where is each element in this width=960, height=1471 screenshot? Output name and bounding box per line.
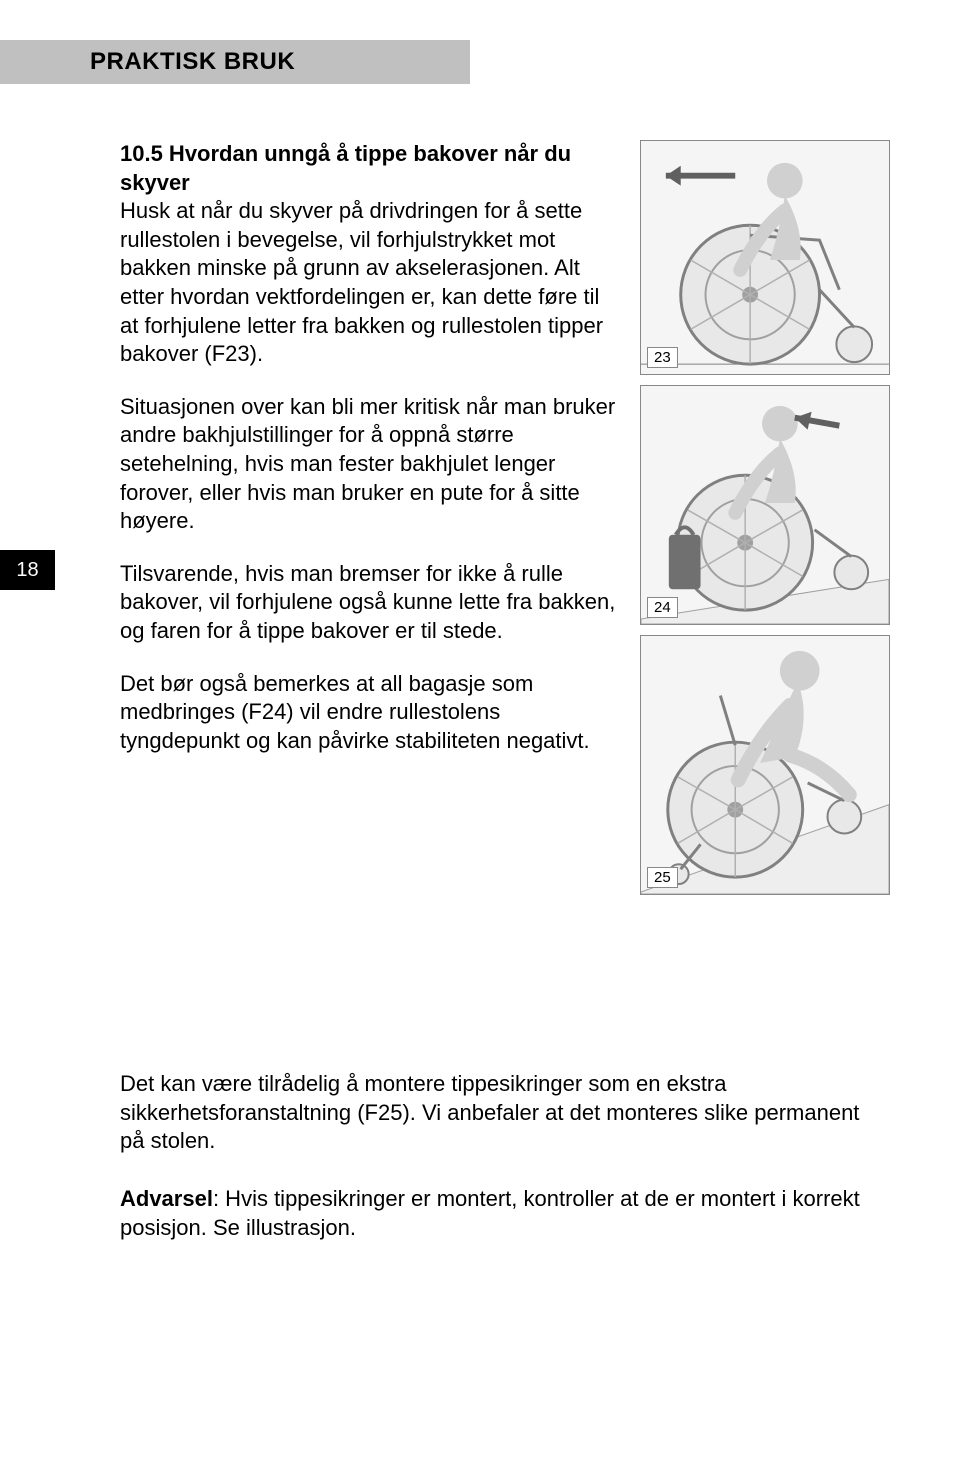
paragraph-5: Det kan være tilrådelig å montere tippes…	[120, 1070, 880, 1156]
page: PRAKTISK BRUK 18 10.5 Hvordan unngå å ti…	[0, 0, 960, 1471]
paragraph-4: Det bør også bemerkes at all bagasje som…	[120, 670, 620, 756]
figure-column: 23	[640, 140, 890, 895]
wheelchair-illustration-25	[641, 636, 889, 894]
paragraph-2: Situasjonen over kan bli mer kritisk når…	[120, 393, 620, 536]
figure-label-23: 23	[647, 347, 678, 368]
content-row: 10.5 Hvordan unngå å tippe bakover når d…	[120, 140, 890, 895]
figure-label-25: 25	[647, 867, 678, 888]
section-heading: 10.5 Hvordan unngå å tippe bakover når d…	[120, 140, 620, 197]
page-number: 18	[16, 559, 38, 582]
figure-23: 23	[640, 140, 890, 375]
paragraph-1: Husk at når du skyver på drivdringen for…	[120, 197, 620, 369]
page-title: PRAKTISK BRUK	[90, 48, 295, 76]
page-number-tab: 18	[0, 550, 55, 590]
paragraph-3: Tilsvarende, hvis man bremser for ikke å…	[120, 560, 620, 646]
wheelchair-illustration-24	[641, 386, 889, 624]
warning-label: Advarsel	[120, 1186, 213, 1211]
section-block: 10.5 Hvordan unngå å tippe bakover når d…	[120, 140, 620, 369]
figure-label-24: 24	[647, 597, 678, 618]
warning-paragraph: Advarsel: Hvis tippesikringer er montert…	[120, 1185, 880, 1242]
wheelchair-illustration-23	[641, 141, 889, 374]
header-bar: PRAKTISK BRUK	[0, 40, 470, 84]
text-column: 10.5 Hvordan unngå å tippe bakover når d…	[120, 140, 620, 895]
figure-24: 24	[640, 385, 890, 625]
paragraph-6: : Hvis tippesikringer er montert, kontro…	[120, 1186, 860, 1240]
figure-25: 25	[640, 635, 890, 895]
